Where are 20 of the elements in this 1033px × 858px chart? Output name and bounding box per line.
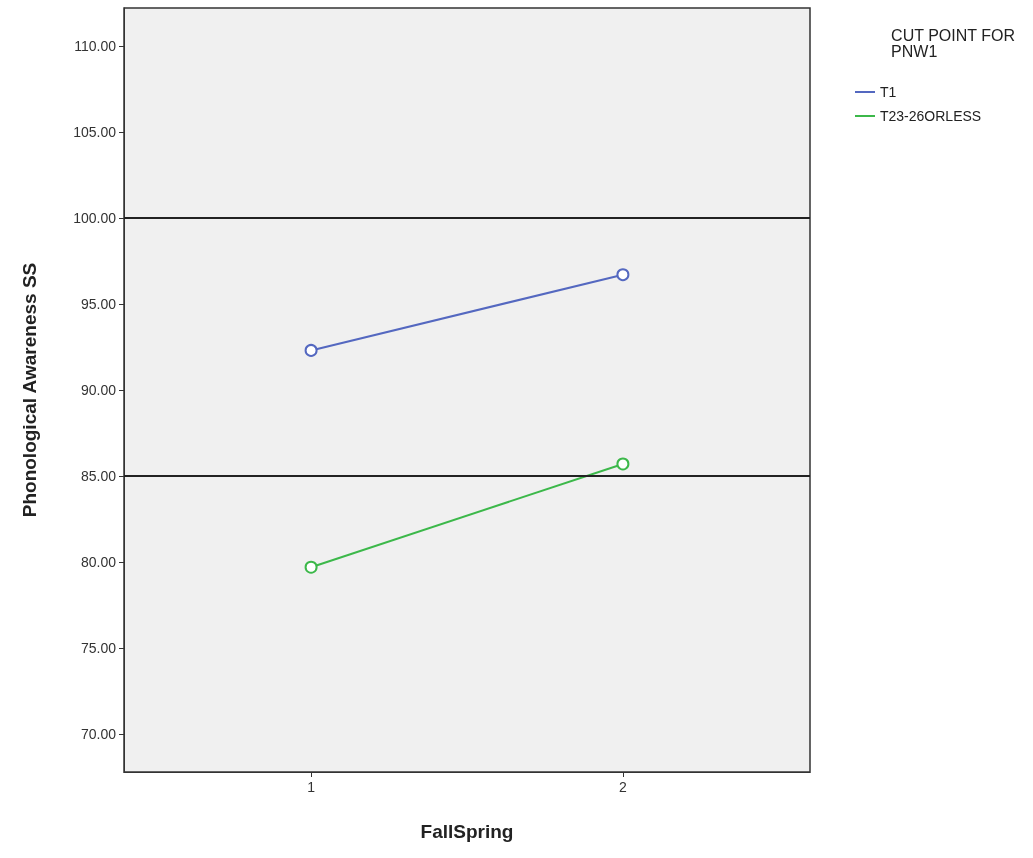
y-axis-title: Phonological Awareness SS: [19, 262, 40, 518]
point: [616, 268, 630, 282]
y-tick-label: 85.00: [80, 468, 117, 485]
point: [304, 560, 318, 574]
y-tick-label: 110.00: [74, 37, 117, 54]
point: [304, 343, 318, 357]
y-tick-label: 90.00: [80, 382, 117, 398]
y-tick-label: 75.00: [80, 640, 117, 657]
y-tick-label: 105.00: [73, 123, 117, 140]
legend-label: T23-26ORLESS: [880, 108, 982, 124]
y-tick-label: 95.00: [80, 295, 117, 312]
legend-title: CUT POINT FOR PNW1: [891, 26, 1020, 60]
x-tick-label: 2: [619, 779, 628, 795]
y-tick-label: 100.00: [73, 209, 117, 226]
x-axis-title: FallSpring: [420, 821, 514, 842]
x-tick-label: 1: [307, 779, 316, 795]
y-tick-label: 80.00: [80, 554, 117, 571]
point: [616, 457, 630, 471]
y-tick-label: 70.00: [80, 726, 117, 743]
legend-label: T1: [880, 84, 897, 100]
